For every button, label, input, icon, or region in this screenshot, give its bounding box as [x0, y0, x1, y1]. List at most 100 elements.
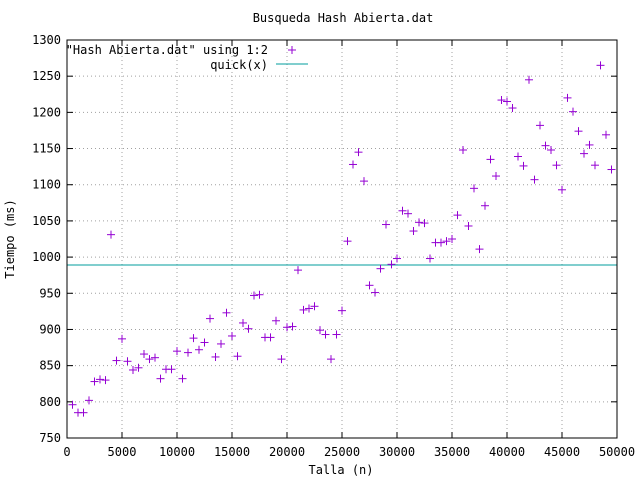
data-point [404, 209, 412, 218]
data-point [250, 291, 258, 300]
data-point [288, 322, 297, 331]
y-tick-label: 750 [39, 431, 61, 445]
data-point [349, 160, 357, 169]
data-point [101, 376, 110, 385]
data-point [585, 140, 594, 149]
x-tick-label: 45000 [544, 445, 580, 459]
y-tick-label: 1000 [32, 250, 61, 264]
data-point [118, 334, 126, 343]
data-point [327, 355, 335, 364]
data-point [266, 333, 275, 342]
data-point [321, 330, 330, 339]
y-tick-label: 1100 [32, 178, 61, 192]
data-point [415, 218, 423, 227]
data-point [563, 93, 572, 102]
data-point [178, 374, 187, 383]
data-point [596, 61, 605, 70]
data-point [486, 155, 495, 164]
data-point [244, 324, 253, 333]
data-point [167, 365, 176, 374]
x-tick-label: 25000 [324, 445, 360, 459]
x-axis-label: Talla (n) [308, 463, 373, 477]
data-point [305, 304, 313, 313]
data-point [134, 363, 143, 372]
y-tick-label: 1050 [32, 214, 61, 228]
data-point [569, 107, 577, 116]
data-point [96, 375, 104, 384]
y-tick-label: 800 [39, 395, 61, 409]
data-point [316, 326, 324, 335]
grid-lines [67, 40, 617, 438]
data-point [206, 314, 214, 323]
x-tick-label: 40000 [489, 445, 525, 459]
x-tick-label: 15000 [214, 445, 250, 459]
data-point [514, 152, 522, 161]
data-point [129, 365, 137, 374]
data-point [497, 96, 506, 105]
data-point [541, 141, 550, 150]
data-point [547, 145, 555, 154]
data-point [459, 145, 467, 154]
data-point [574, 127, 583, 136]
data-point [580, 149, 588, 158]
x-axis-ticks: 0 5000 10000 15000 20000 25000 30000 35000 40000… [63, 40, 635, 459]
y-tick-label: 1250 [32, 69, 61, 83]
data-point [365, 281, 374, 290]
data-point [519, 161, 528, 170]
data-point [360, 177, 368, 186]
scatter-series [68, 61, 616, 417]
data-point [376, 264, 385, 273]
data-point [354, 148, 363, 157]
data-point [393, 254, 401, 263]
data-point [420, 219, 429, 228]
data-point [222, 308, 231, 317]
data-point [607, 165, 616, 174]
y-axis-label: Tiempo (ms) [3, 199, 17, 278]
y-axis-ticks: 750 800 850 900 950 1000 1050 1100 1150 1200 1250 1… [32, 33, 617, 445]
data-point [310, 302, 319, 311]
x-tick-label: 10000 [159, 445, 195, 459]
legend: "Hash Abierta.dat" using 1:2 quick(x) [66, 43, 308, 72]
data-point [448, 235, 456, 243]
data-point [530, 175, 539, 184]
x-tick-label: 35000 [434, 445, 470, 459]
data-point [591, 161, 599, 170]
data-point [525, 75, 533, 84]
data-point [112, 356, 121, 365]
x-tick-label: 20000 [269, 445, 305, 459]
data-point [338, 306, 346, 315]
y-tick-label: 950 [39, 286, 61, 300]
data-point [503, 97, 511, 106]
data-point [184, 348, 192, 357]
data-point [602, 130, 610, 139]
data-point [79, 408, 88, 417]
data-point [173, 347, 181, 356]
data-point [481, 201, 489, 210]
data-point [123, 357, 132, 366]
data-point [453, 211, 462, 220]
x-tick-label: 30000 [379, 445, 415, 459]
chart-title: Busqueda Hash Abierta.dat [253, 11, 434, 25]
data-point [475, 245, 484, 254]
plot-frame [66, 39, 618, 439]
data-point [382, 220, 390, 229]
data-point [189, 334, 198, 343]
data-point [464, 221, 473, 230]
data-point [387, 260, 396, 269]
data-point [211, 352, 220, 361]
data-point [426, 254, 434, 263]
x-tick-label: 0 [63, 445, 70, 459]
data-point [195, 345, 203, 354]
data-point [90, 377, 99, 386]
data-point [151, 353, 159, 362]
data-point [558, 185, 566, 194]
y-tick-label: 1200 [32, 105, 61, 119]
data-point [140, 350, 148, 359]
data-point [332, 330, 341, 339]
data-point [343, 237, 352, 246]
data-point [398, 206, 407, 215]
data-point [409, 227, 418, 236]
data-point [277, 355, 286, 364]
x-tick-label: 50000 [599, 445, 635, 459]
